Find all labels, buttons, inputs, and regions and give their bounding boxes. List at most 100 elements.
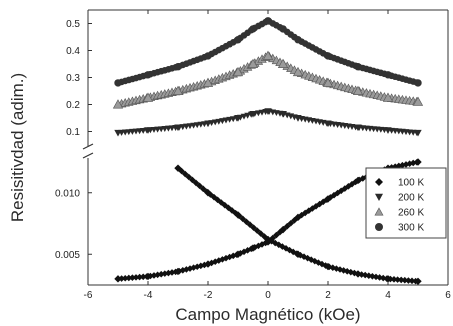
data-point [204, 52, 212, 60]
y-tick-label: 0.005 [55, 250, 80, 261]
data-point [282, 245, 290, 252]
data-point [193, 263, 201, 271]
data-point [189, 176, 196, 184]
data-point [405, 277, 412, 284]
data-point [240, 113, 248, 120]
data-point [125, 274, 133, 282]
data-point [406, 160, 413, 168]
data-point [114, 79, 122, 87]
axis-break-mark [82, 143, 94, 150]
data-point [402, 161, 410, 168]
y-tick-label: 0.3 [66, 73, 80, 84]
data-point [300, 253, 308, 261]
data-point [204, 120, 212, 128]
data-point [333, 265, 340, 272]
data-point [247, 58, 259, 68]
data-point [232, 66, 244, 77]
data-point [199, 185, 207, 193]
data-point [399, 161, 406, 169]
data-point [311, 257, 319, 265]
data-point [234, 250, 242, 258]
data-point [165, 269, 172, 277]
data-point [369, 272, 376, 280]
data-point [287, 219, 295, 227]
data-point [201, 261, 208, 269]
data-point [294, 36, 302, 44]
data-point [129, 274, 136, 281]
axis-break-mark [82, 152, 94, 159]
data-point [150, 272, 158, 279]
data-point [168, 269, 176, 276]
data-point [202, 77, 214, 87]
data-point [174, 267, 182, 276]
data-point [277, 58, 289, 68]
data-point [298, 211, 305, 219]
data-point [154, 271, 161, 279]
data-point [384, 275, 392, 283]
legend-marker [375, 193, 383, 201]
data-point [157, 270, 165, 278]
data-point [384, 127, 392, 134]
data-point [264, 108, 272, 115]
x-tick-label: -6 [84, 290, 93, 301]
data-point [358, 271, 365, 278]
data-point [391, 163, 399, 170]
data-point [327, 194, 334, 201]
data-point [329, 264, 337, 272]
data-point [204, 260, 212, 268]
data-point [382, 92, 394, 102]
data-point [307, 256, 315, 263]
x-axis-title: Campo Magnético (kOe) [175, 305, 360, 324]
data-point [330, 191, 338, 199]
data-point [401, 276, 409, 284]
data-point [234, 115, 242, 122]
x-tick-label: -4 [144, 290, 153, 301]
data-point [345, 183, 352, 190]
legend-marker [375, 178, 383, 186]
data-point [181, 170, 189, 178]
data-point [179, 266, 187, 274]
data-point [279, 110, 287, 118]
data-point [186, 265, 194, 272]
x-tick-label: -2 [204, 290, 213, 301]
data-point [414, 277, 422, 286]
x-tick-label: 2 [325, 290, 331, 301]
data-point [264, 235, 272, 244]
data-point [384, 71, 392, 79]
data-point [144, 272, 152, 281]
y-tick-label: 0.4 [66, 46, 80, 57]
data-point [279, 25, 287, 33]
data-point [397, 276, 405, 284]
y-tick-label: 0.2 [66, 100, 80, 111]
data-point [414, 158, 422, 166]
data-point [354, 176, 362, 185]
data-point [294, 250, 302, 258]
y-tick-label: 0.010 [55, 188, 80, 199]
data-point [185, 173, 193, 181]
data-point [271, 239, 279, 247]
data-point [275, 241, 283, 249]
data-point [286, 246, 293, 254]
data-point [343, 267, 351, 275]
data-point [174, 62, 182, 71]
data-point [215, 257, 223, 264]
x-axis-ticks: -6 -4 -2 0 2 4 6 [84, 10, 451, 301]
data-point [388, 164, 395, 171]
data-point [359, 175, 367, 182]
data-point [337, 187, 345, 195]
data-point [279, 243, 286, 250]
legend: 100 K 200 K 260 K 300 K [365, 167, 447, 239]
data-point [412, 96, 424, 106]
data-point [121, 274, 129, 282]
data-point [354, 270, 362, 278]
data-point [239, 215, 247, 223]
data-point [414, 79, 422, 87]
x-tick-label: 4 [385, 290, 391, 301]
series-200-k [114, 108, 422, 137]
data-point [276, 228, 284, 236]
data-point [352, 85, 364, 95]
data-point [174, 164, 182, 172]
data-point [249, 25, 257, 33]
data-point [408, 277, 416, 285]
